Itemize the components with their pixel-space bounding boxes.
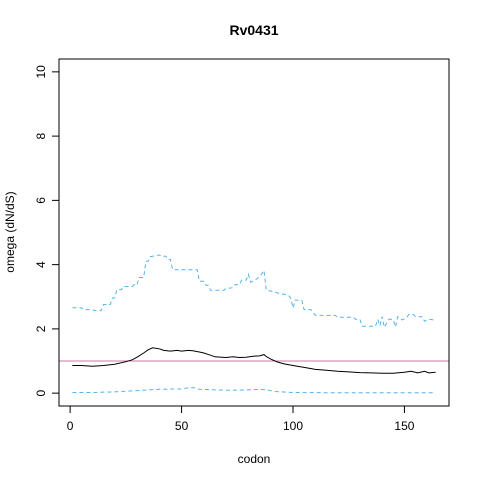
x-tick-label: 50 (175, 419, 189, 433)
y-tick-label: 10 (34, 65, 48, 79)
y-tick-label: 2 (34, 325, 48, 332)
x-tick-label: 100 (283, 419, 303, 433)
y-tick-label: 8 (34, 132, 48, 139)
series-estimate-line (72, 347, 436, 374)
y-axis-title: omega (dN/dS) (3, 191, 17, 272)
axes: 0 50 100 150 0 2 4 6 8 10 (34, 65, 415, 433)
chart-title: Rv0431 (229, 22, 278, 38)
y-tick-label: 6 (34, 197, 48, 204)
y-tick-label: 4 (34, 261, 48, 268)
plot-frame (58, 58, 450, 407)
y-tick-label: 0 (34, 389, 48, 396)
series-upper-line (72, 254, 436, 329)
x-axis-title: codon (238, 452, 271, 466)
x-tick-label: 150 (394, 419, 414, 433)
series-lower-line (72, 387, 436, 394)
x-tick-label: 0 (67, 419, 74, 433)
plot-area (59, 254, 449, 394)
